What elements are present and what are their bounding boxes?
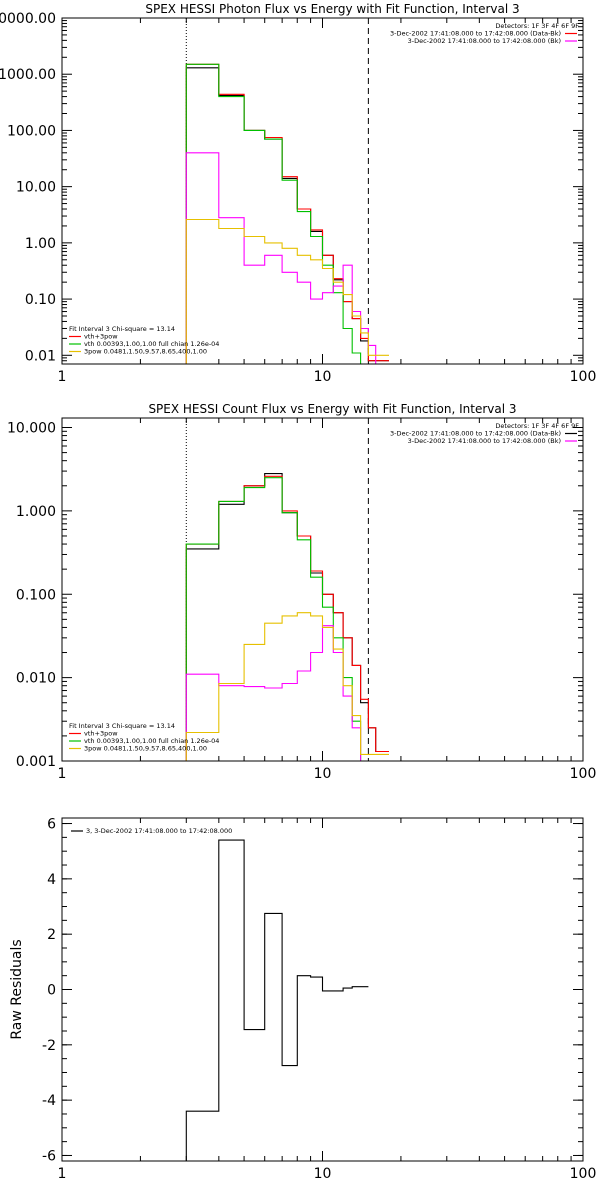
y-tick-label: 100.00 <box>7 123 56 139</box>
x-tick-label: 100 <box>570 1166 597 1182</box>
x-tick-label: 10 <box>314 766 332 782</box>
chart-title: SPEX HESSI Count Flux vs Energy with Fit… <box>148 402 516 416</box>
x-tick-label: 10 <box>314 369 332 385</box>
x-tick-label: 100 <box>570 766 597 782</box>
legend-label: 3pow 0.0481,1.50,9.57,8.65,400,1.00 <box>84 745 207 753</box>
y-tick-label: -2 <box>42 1038 56 1054</box>
series-line-4 <box>185 152 389 364</box>
y-tick-label: 0.001 <box>16 754 56 770</box>
y-tick-label: 0.10 <box>25 292 56 308</box>
chart-panel-1: SPEX HESSI Photon Flux vs Energy with Fi… <box>0 2 596 385</box>
series-line-2 <box>185 475 389 761</box>
y-tick-label: 1000.00 <box>0 67 56 83</box>
legend-label: vth 0.00393,1.00,1.00 full chian 1.26e-0… <box>84 737 219 745</box>
x-tick-label: 1 <box>58 766 67 782</box>
header-line-2: 3-Dec-2002 17:41:08.000 to 17:42:08.000 … <box>390 30 561 38</box>
series-line-1 <box>185 473 389 761</box>
series-line-2 <box>185 63 389 364</box>
series-line-5 <box>185 612 389 761</box>
y-tick-label: 0.100 <box>16 587 56 603</box>
x-tick-label: 1 <box>58 369 67 385</box>
y-tick-label: 0 <box>47 983 56 999</box>
series-line-3 <box>185 477 389 761</box>
series-group <box>185 63 389 364</box>
legend-label: vth 0.00393,1.00,1.00 full chian 1.26e-0… <box>84 340 219 348</box>
series-line-1 <box>185 67 389 364</box>
series-line-3 <box>185 63 389 364</box>
y-tick-label: 1.00 <box>25 236 56 252</box>
header-line-1: Detectors: 1F 3F 4F 6F 9F <box>495 422 579 430</box>
series-group <box>185 839 369 1161</box>
chart-panel-2: SPEX HESSI Count Flux vs Energy with Fit… <box>7 402 596 782</box>
legend-label: vth+3pow <box>84 730 118 738</box>
legend-label: vth+3pow <box>84 333 118 341</box>
x-tick-label: 10 <box>314 1166 332 1182</box>
plot-frame <box>61 17 584 365</box>
header-line-3: 3-Dec-2002 17:41:08.000 to 17:42:08.000 … <box>408 437 561 445</box>
plot-frame <box>61 417 584 762</box>
y-tick-label: 2 <box>47 927 56 943</box>
series-line-4 <box>185 625 389 761</box>
header-line-3: 3-Dec-2002 17:41:08.000 to 17:42:08.000 … <box>408 37 561 45</box>
y-axis-label: Raw Residuals <box>9 939 25 1039</box>
x-tick-label: 100 <box>570 369 597 385</box>
x-tick-label: 1 <box>58 1166 67 1182</box>
y-tick-label: 1.000 <box>16 504 56 520</box>
series-line-5 <box>185 218 389 364</box>
plot-frame <box>61 817 584 1162</box>
chart-title: SPEX HESSI Photon Flux vs Energy with Fi… <box>145 2 519 16</box>
y-tick-label: 10000.00 <box>0 11 56 27</box>
legend-label: Fit Interval 3 Chi-square = 13.14 <box>69 325 175 333</box>
y-tick-label: 6 <box>47 817 56 833</box>
header-line-2: 3-Dec-2002 17:41:08.000 to 17:42:08.000 … <box>390 430 561 438</box>
y-tick-label: 10.000 <box>7 421 56 437</box>
legend-label: 3, 3-Dec-2002 17:41:08.000 to 17:42:08.0… <box>86 827 232 835</box>
legend-label: Fit Interval 3 Chi-square = 13.14 <box>69 722 175 730</box>
series-line-1 <box>185 839 369 1161</box>
y-tick-label: 0.01 <box>25 348 56 364</box>
y-tick-label: -6 <box>42 1148 56 1164</box>
y-tick-label: 10.00 <box>16 180 56 196</box>
y-tick-label: -4 <box>42 1093 56 1109</box>
legend-label: 3pow 0.0481,1.50,9.57,8.65,400,1.00 <box>84 348 207 356</box>
y-tick-label: 0.010 <box>16 671 56 687</box>
series-group <box>185 473 389 761</box>
chart-panel-3: 1 10 100 -6 -4 -2 0 2 4 6 Raw Residuals 3, 3-Dec-20… <box>9 817 596 1182</box>
y-tick-label: 4 <box>47 872 56 888</box>
header-line-1: Detectors: 1F 3F 4F 6F 9F <box>495 22 579 30</box>
